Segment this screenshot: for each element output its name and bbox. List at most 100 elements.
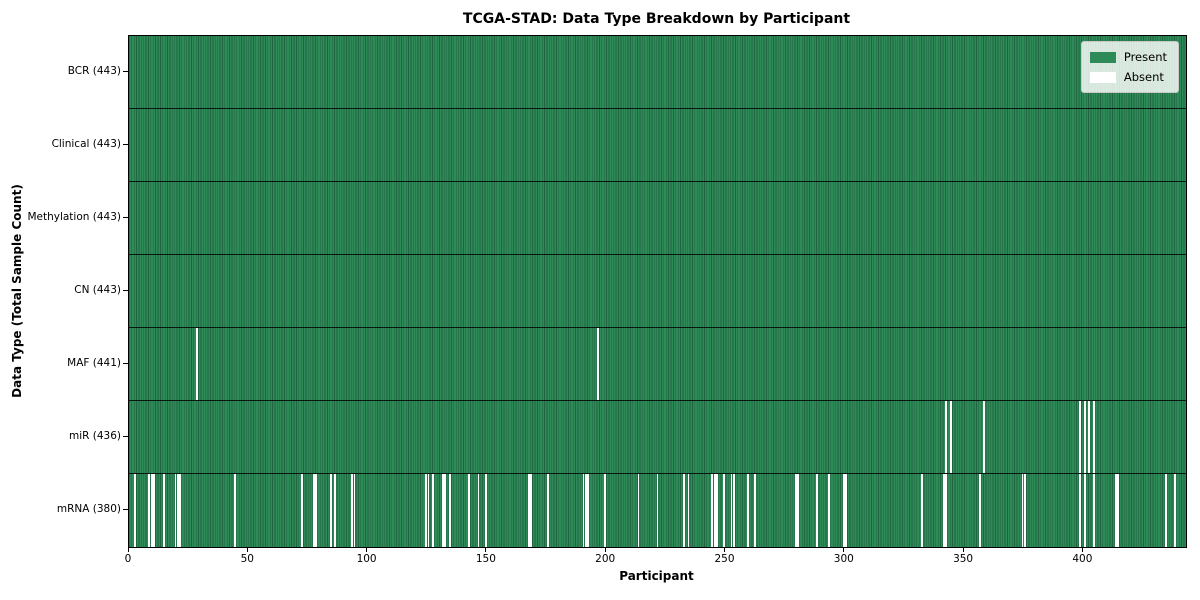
absent-mark	[527, 474, 530, 547]
y-tick-label-clinical: Clinical (443)	[51, 137, 121, 150]
x-tick	[127, 547, 129, 552]
absent-mark	[1078, 474, 1081, 547]
heatmap-row-maf	[129, 328, 1186, 401]
absent-mark	[637, 474, 640, 547]
absent-mark	[530, 474, 532, 547]
absent-mark	[845, 474, 847, 547]
x-tick-label: 50	[240, 553, 254, 565]
y-tick-label-mrna: mRNA (380)	[56, 502, 121, 515]
absent-mark	[716, 474, 719, 547]
absent-mark	[585, 474, 587, 547]
absent-mark	[153, 474, 155, 547]
absent-mark	[682, 474, 685, 547]
heatmap-row-methylation	[129, 182, 1186, 255]
absent-mark	[983, 401, 986, 473]
absent-mark	[945, 401, 948, 473]
absent-mark	[1117, 474, 1119, 547]
absent-mark	[604, 474, 606, 547]
chart-title: TCGA-STAD: Data Type Breakdown by Partic…	[462, 11, 851, 27]
absent-mark	[177, 474, 179, 547]
y-tick	[123, 363, 128, 364]
legend-label-present: Present	[1123, 50, 1167, 64]
y-axis-label: Data Type (Total Sample Count)	[10, 184, 24, 398]
x-axis-label: Participant	[619, 569, 694, 583]
absent-mark	[754, 474, 757, 547]
heatmap-row-clinical	[129, 109, 1186, 182]
absent-mark	[713, 474, 716, 547]
y-tick-label-cn: CN (443)	[74, 283, 121, 296]
absent-mark	[921, 474, 924, 547]
absent-mark	[444, 474, 447, 547]
absent-mark	[427, 474, 430, 547]
y-tick-label-bcr: BCR (443)	[67, 64, 121, 77]
x-tick	[724, 547, 725, 552]
absent-mark	[950, 401, 952, 473]
absent-mark	[441, 474, 444, 547]
absent-mark	[730, 474, 733, 547]
absent-mark	[596, 328, 599, 400]
legend-item-present: Present	[1089, 47, 1167, 67]
legend: Present Absent	[1080, 41, 1179, 93]
legend-item-absent: Absent	[1089, 67, 1167, 87]
absent-mark	[546, 474, 549, 547]
x-tick-label: 350	[953, 553, 974, 565]
x-tick-label: 200	[595, 553, 616, 565]
absent-mark	[196, 328, 198, 400]
absent-mark	[842, 474, 845, 547]
absent-mark	[334, 474, 337, 547]
y-tick-label-mir: miR (436)	[68, 429, 121, 442]
absent-mark	[1088, 401, 1091, 473]
absent-mark	[656, 474, 659, 547]
x-tick-label: 400	[1072, 553, 1093, 565]
absent-mark	[353, 474, 356, 547]
heatmap-row-bcr	[129, 36, 1186, 109]
absent-mark	[732, 474, 735, 547]
absent-mark	[1021, 474, 1024, 547]
x-tick	[962, 547, 964, 552]
heatmap-row-mir	[129, 401, 1186, 474]
absent-mark	[1164, 474, 1167, 547]
absent-mark	[351, 474, 354, 547]
legend-label-absent: Absent	[1123, 70, 1164, 84]
absent-mark	[942, 474, 945, 547]
x-tick	[485, 547, 487, 552]
heatmap-rows	[129, 36, 1186, 547]
absent-mark	[1083, 474, 1086, 547]
y-tick	[123, 144, 128, 145]
absent-mark	[828, 474, 831, 547]
x-tick-label: 250	[714, 553, 735, 565]
x-tick	[366, 547, 368, 552]
x-tick-label: 300	[833, 553, 854, 565]
x-tick-label: 0	[124, 553, 132, 565]
absent-mark	[449, 474, 451, 547]
x-tick	[604, 547, 606, 552]
absent-mark	[723, 474, 726, 547]
absent-mark	[797, 474, 800, 547]
absent-mark	[425, 474, 427, 547]
heatmap-row-cn	[129, 255, 1186, 328]
x-tick	[1081, 547, 1083, 552]
x-tick	[246, 547, 248, 552]
y-tick	[123, 509, 128, 510]
absent-mark	[148, 474, 151, 547]
x-tick-label: 100	[356, 553, 377, 565]
x-tick-label: 150	[475, 553, 496, 565]
absent-mark	[1024, 474, 1026, 547]
absent-mark	[1114, 474, 1117, 547]
absent-mark	[484, 474, 487, 547]
absent-mark	[134, 474, 136, 547]
absent-mark	[945, 474, 948, 547]
y-tick	[123, 71, 128, 72]
y-tick-label-methylation: Methylation (443)	[27, 210, 121, 223]
x-tick	[843, 547, 845, 552]
y-tick	[123, 436, 128, 437]
absent-mark	[315, 474, 318, 547]
absent-mark	[978, 474, 981, 547]
absent-mark	[1093, 474, 1096, 547]
plot-area: Present Absent	[128, 35, 1187, 548]
absent-mark	[687, 474, 690, 547]
heatmap-row-mrna	[129, 474, 1186, 547]
absent-mark	[477, 474, 480, 547]
present-swatch-icon	[1089, 51, 1116, 63]
